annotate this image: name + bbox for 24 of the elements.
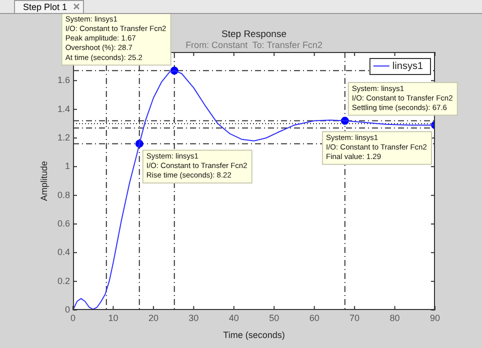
x-tick-label: 70 (350, 312, 360, 323)
x-tick-label: 40 (228, 312, 239, 323)
x-tick-label: 90 (430, 312, 440, 323)
text: Step Plot 1 (23, 2, 68, 12)
y-tick-label: 1 (64, 161, 70, 172)
y-tick-label: 0.8 (57, 190, 70, 200)
x-tick-label: 80 (390, 312, 400, 323)
x-tick-label: 20 (148, 312, 158, 323)
chart-title: Step Response (222, 29, 286, 40)
x-tick-label: 60 (309, 312, 320, 323)
y-tick-label: 1.2 (57, 132, 70, 142)
legend-label: linsys1 (392, 60, 424, 72)
x-tick-label: 30 (188, 312, 199, 323)
y-tick-label: 0.6 (57, 218, 70, 228)
x-axis-title: Time (seconds) (223, 330, 285, 340)
y-tick-label: 1.6 (57, 75, 70, 86)
x-tick-label: 10 (108, 312, 118, 323)
y-tick-label: 1.4 (57, 104, 70, 114)
y-tick-label: 0.4 (57, 247, 70, 258)
y-tick-label: 0.2 (57, 276, 70, 286)
chart-subtitle: From: Constant To: Transfer Fcn2 (186, 40, 322, 50)
y-axis-title: Amplitude (39, 160, 49, 202)
x-tick-label: 50 (269, 312, 280, 323)
y-tick-label: 0 (64, 304, 70, 314)
